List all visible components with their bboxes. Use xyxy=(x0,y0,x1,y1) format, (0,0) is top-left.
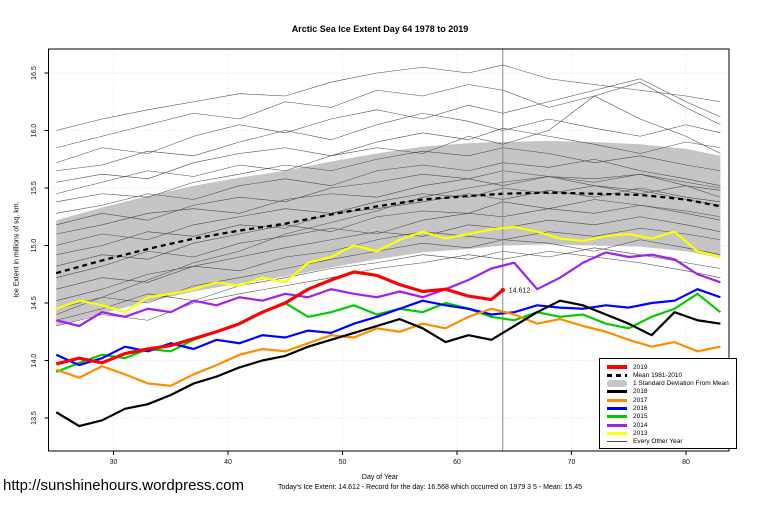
legend-label-2017: 2017 xyxy=(633,396,648,404)
y-tick-label: 14.0 xyxy=(31,354,38,368)
current-value-marker xyxy=(500,287,505,293)
series-2018 xyxy=(55,299,721,428)
legend-item-2017: 2017 xyxy=(607,396,734,404)
background-year-line xyxy=(56,147,721,203)
x-tick-label: 70 xyxy=(568,459,576,466)
x-tick-label: 80 xyxy=(682,459,690,466)
legend-item-2013: 2013 xyxy=(607,430,734,438)
legend-swatch-2016 xyxy=(607,405,627,413)
background-year-line xyxy=(56,78,721,163)
legend-label-2014: 2014 xyxy=(633,421,648,429)
series-2019 xyxy=(55,270,504,366)
x-tick-label: 30 xyxy=(110,459,118,466)
legend-label-2018: 2018 xyxy=(633,388,648,396)
y-tick-label: 16.5 xyxy=(31,66,38,80)
y-tick-label: 15.5 xyxy=(31,181,38,195)
legend-label-2015: 2015 xyxy=(633,413,648,421)
legend-label-std-band: 1 Standard Deviation From Mean xyxy=(633,380,729,388)
series-2014 xyxy=(55,251,721,328)
legend-swatch-mean xyxy=(607,371,627,379)
series-2017 xyxy=(55,307,721,387)
background-year-line xyxy=(56,81,721,149)
legend-swatch-2013 xyxy=(607,430,627,438)
legend-label-mean: Mean 1981-2010 xyxy=(633,371,683,379)
legend-label-every-other-year: Every Other Year xyxy=(633,438,683,446)
legend-label-2016: 2016 xyxy=(633,405,648,413)
y-tick-label: 15.0 xyxy=(31,239,38,253)
legend-swatch-2014 xyxy=(607,421,627,429)
legend-label-2019: 2019 xyxy=(633,363,648,371)
legend-item-std-band: 1 Standard Deviation From Mean xyxy=(607,380,734,388)
legend-swatch-2017 xyxy=(607,396,627,404)
background-year-line xyxy=(56,216,721,290)
background-year-line xyxy=(56,227,721,301)
chart-title: Arctic Sea Ice Extent Day 64 1978 to 201… xyxy=(291,24,469,34)
x-tick-label: 40 xyxy=(224,459,232,466)
background-year-line xyxy=(56,64,721,131)
series-2013 xyxy=(55,226,721,314)
background-year-line xyxy=(56,112,721,172)
background-year-line xyxy=(56,176,721,235)
x-tick-label: 50 xyxy=(339,459,347,466)
legend-label-2013: 2013 xyxy=(633,430,648,438)
legend-swatch-2018 xyxy=(607,388,627,396)
legend-box: 2019 Mean 1981-2010 1 Standard Deviation F… xyxy=(599,358,737,449)
current-value-label: 14.612 xyxy=(509,288,531,295)
stats-subtitle: Today's Ice Extent: 14.612 - Record for … xyxy=(277,484,583,491)
y-tick-label: 16.0 xyxy=(31,124,38,138)
background-year-line xyxy=(56,204,721,278)
url-watermark: http://sunshinehours.wordpress.com xyxy=(3,477,244,494)
legend-swatch-every-other-year xyxy=(607,438,627,446)
background-year-line xyxy=(56,127,721,183)
background-year-line xyxy=(56,247,721,321)
legend-item-2018: 2018 xyxy=(607,388,734,396)
background-year-line xyxy=(56,158,721,214)
legend-item-every-other-year: Every Other Year xyxy=(607,438,734,446)
background-year-line xyxy=(56,170,721,226)
legend-item-2014: 2014 xyxy=(607,421,734,429)
mean-line xyxy=(55,191,721,275)
y-axis-label: Ice Extent in millions of sq. km. xyxy=(13,200,21,298)
legend-swatch-std-band xyxy=(607,380,627,388)
legend-swatch-2015 xyxy=(607,413,627,421)
background-year-line xyxy=(56,95,721,195)
plot-border xyxy=(48,48,730,452)
y-tick-label: 14.5 xyxy=(31,296,38,310)
legend-item-2015: 2015 xyxy=(607,413,734,421)
std-deviation-band xyxy=(56,140,721,326)
legend-item-2016: 2016 xyxy=(607,405,734,413)
legend-swatch-2019 xyxy=(607,363,627,371)
legend-item-2019: 2019 xyxy=(607,363,734,371)
x-tick-label: 60 xyxy=(453,459,461,466)
y-tick-label: 13.5 xyxy=(31,411,38,425)
background-year-line xyxy=(56,187,721,255)
background-year-line xyxy=(56,185,721,246)
x-axis-label: Day of Year xyxy=(361,474,399,481)
background-year-line xyxy=(56,173,721,315)
background-year-line xyxy=(56,199,721,267)
legend-item-mean: Mean 1981-2010 xyxy=(607,371,734,379)
